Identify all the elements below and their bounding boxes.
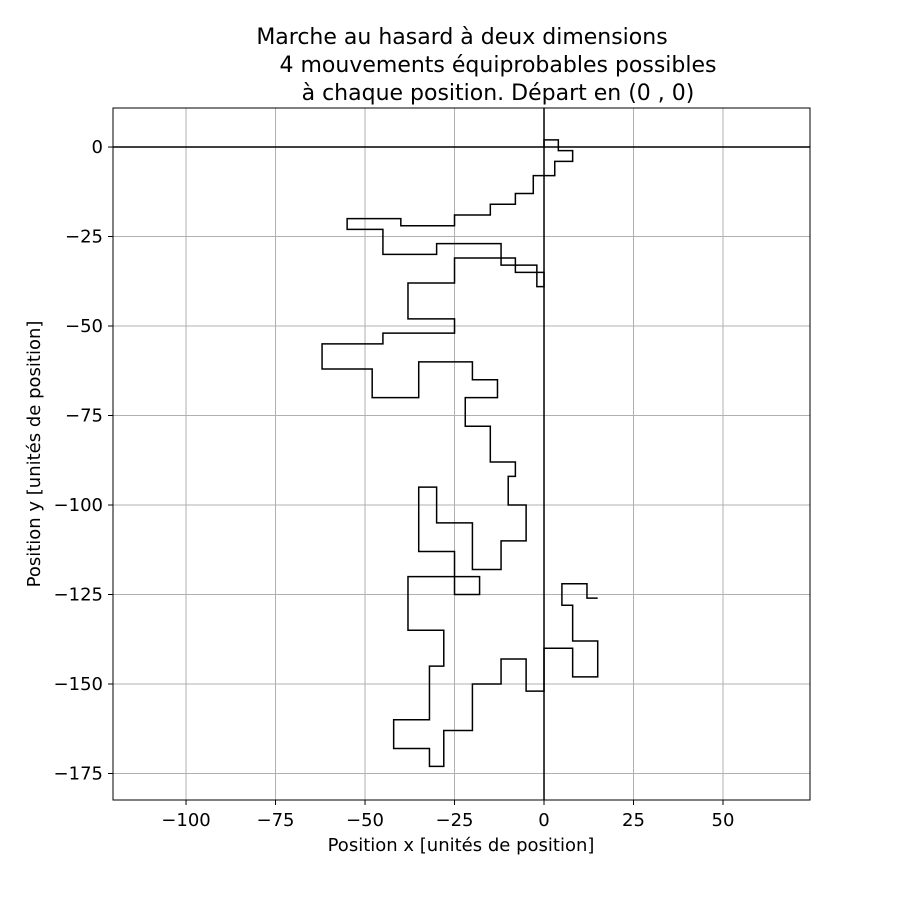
y-tick-label: −100	[54, 495, 103, 516]
y-tick-label: −150	[54, 674, 103, 695]
plot-frame	[112, 107, 811, 801]
y-tick-label: −125	[54, 585, 103, 606]
chart-title-line: à chaque position. Départ en (0 , 0)	[302, 81, 695, 106]
y-axis-label: Position y [unités de position]	[24, 321, 45, 588]
x-tick-label: 50	[712, 810, 735, 831]
chart-title-line: 4 mouvements équiprobables possibles	[280, 53, 717, 78]
x-tick-label: 25	[622, 810, 645, 831]
y-tick-label: −25	[65, 227, 103, 248]
x-tick-label: −75	[257, 810, 295, 831]
chart-title-line: Marche au hasard à deux dimensions	[256, 25, 667, 50]
y-tick-label: −50	[65, 316, 103, 337]
x-tick-label: −100	[161, 810, 210, 831]
y-tick-label: −175	[54, 764, 103, 785]
x-axis-label: Position x [unités de position]	[328, 835, 595, 856]
walk-line	[321, 139, 599, 768]
y-tick-label: 0	[92, 137, 103, 158]
x-tick-label: 0	[538, 810, 549, 831]
y-tick-label: −75	[65, 406, 103, 427]
x-tick-label: −25	[436, 810, 474, 831]
x-tick-label: −50	[346, 810, 384, 831]
